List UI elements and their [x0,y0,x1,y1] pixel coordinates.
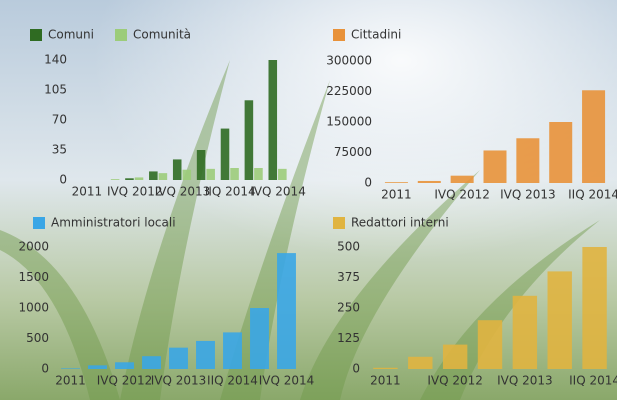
y-tick-label: 0 [352,362,360,376]
bar [110,179,120,180]
bar [408,356,433,369]
bar [88,365,107,369]
y-tick-label: 1000 [18,301,49,315]
y-tick-label: 70 [52,113,67,127]
x-tick-label: IIQ 2014 [205,185,256,199]
legend-swatch [333,217,345,229]
x-tick-label: IVQ 2012 [434,188,490,202]
bar [196,340,215,369]
y-tick-label: 2000 [18,240,49,254]
bar [223,332,242,369]
bar [230,168,239,180]
bar [158,173,168,180]
bar [196,150,206,180]
x-tick-label: IIQ 2014 [568,188,617,202]
bar [250,308,269,369]
bar [582,247,607,369]
bar [125,178,134,180]
y-tick-label: 0 [59,173,67,187]
bar [244,100,254,180]
bar [477,320,503,369]
bar [512,295,538,369]
legend-label: Amministratori locali [51,216,176,230]
bar [442,344,468,369]
bar [182,169,192,180]
bar [417,180,441,183]
x-tick-label: IVQ 2013 [151,374,207,388]
y-tick-label: 75000 [334,145,372,159]
bar [384,182,408,183]
bar [549,122,573,183]
bar [220,128,230,180]
y-tick-label: 225000 [326,84,372,98]
legend-label: Comunità [133,28,191,42]
legend-label: Comuni [48,28,94,42]
y-tick-label: 35 [52,143,67,157]
bar [277,253,296,369]
bar [582,90,606,183]
x-tick-label: 2011 [381,188,412,202]
bar [61,368,80,369]
bar [134,177,144,180]
y-tick-label: 0 [41,362,49,376]
x-tick-label: IVQ 2012 [97,374,153,388]
x-tick-label: IIQ 2014 [569,374,617,388]
plant-leaves [0,60,600,400]
x-tick-label: IVQ 2014 [250,185,306,199]
legend-label: Redattori interni [351,216,449,230]
bar [142,356,161,369]
y-tick-label: 500 [26,331,49,345]
y-tick-label: 375 [337,270,360,284]
x-tick-label: 2011 [72,185,103,199]
x-tick-label: IIQ 2014 [207,374,258,388]
bar [516,138,540,183]
bar [373,367,398,369]
legend-swatch [333,29,345,41]
bar [268,60,278,180]
x-tick-label: IVQ 2012 [427,374,483,388]
x-tick-label: IVQ 2013 [497,374,553,388]
x-tick-label: 2011 [55,374,86,388]
bar [450,175,474,183]
x-tick-label: 2011 [370,374,401,388]
x-tick-label: IVQ 2014 [259,374,315,388]
x-tick-label: IVQ 2012 [107,185,163,199]
y-tick-label: 150000 [326,115,372,129]
y-tick-label: 0 [364,176,372,190]
bar [547,271,572,369]
y-tick-label: 1500 [18,270,49,284]
y-tick-label: 300000 [326,54,372,68]
x-tick-label: IVQ 2013 [500,188,556,202]
bar [254,168,263,180]
bar [115,362,134,369]
legend-swatch [33,217,45,229]
bar [149,171,158,180]
y-tick-label: 250 [337,301,360,315]
legend-swatch [115,29,127,41]
legend-swatch [30,29,42,41]
bar [172,159,182,180]
x-tick-label: IVQ 2013 [155,185,211,199]
y-tick-label: 105 [44,83,67,97]
y-tick-label: 500 [337,240,360,254]
bar [206,168,215,180]
legend-label: Cittadini [351,28,401,42]
bar [278,168,287,180]
bar [483,150,507,183]
bar [169,347,188,369]
y-tick-label: 125 [337,331,360,345]
y-tick-label: 140 [44,53,67,67]
